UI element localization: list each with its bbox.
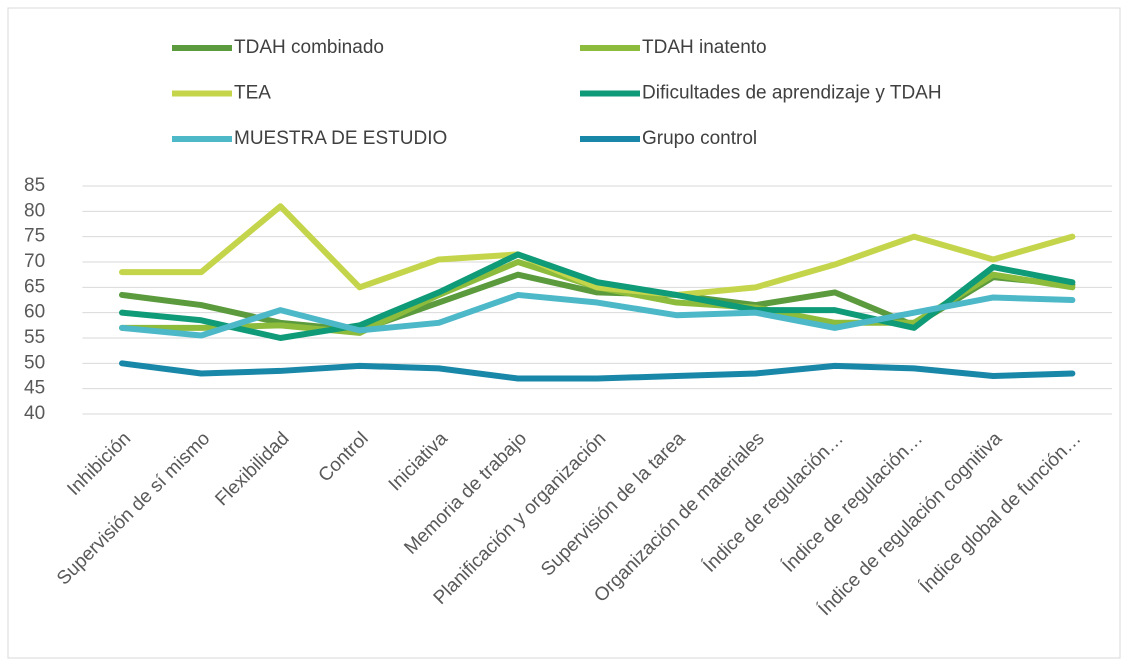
series-line: [119, 251, 1076, 341]
series-line: [119, 291, 1076, 339]
y-tick-label: 85: [24, 175, 45, 196]
legend: TDAH combinado TDAH inatento TEA Dificultad…: [172, 37, 942, 149]
legend-label: TDAH inatento: [642, 37, 767, 58]
legend-label: TEA: [234, 83, 271, 104]
y-tick-label: 80: [24, 200, 45, 221]
legend-label: MUESTRA DE ESTUDIO: [234, 128, 447, 149]
y-tick-label: 70: [24, 251, 45, 272]
legend-label: Dificultades de aprendizaje y TDAH: [642, 83, 942, 104]
legend-label: Grupo control: [642, 128, 757, 149]
y-tick-label: 75: [24, 226, 45, 247]
legend-label: TDAH combinado: [234, 37, 384, 58]
y-tick-label: 45: [24, 378, 45, 399]
y-tick-label: 40: [24, 403, 45, 424]
y-tick-label: 65: [24, 276, 45, 297]
y-tick-label: 50: [24, 352, 45, 373]
y-tick-label: 60: [24, 302, 45, 323]
y-tick-label: 55: [24, 327, 45, 348]
series-line: [119, 203, 1076, 298]
series-line: [119, 360, 1076, 382]
